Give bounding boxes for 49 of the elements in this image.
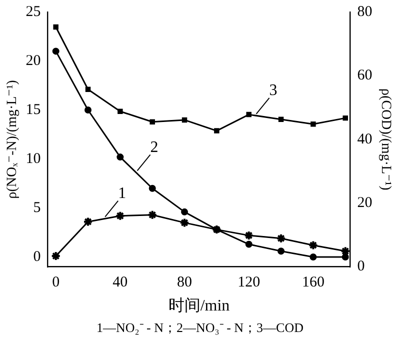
- point: [342, 115, 348, 121]
- annotation: 3: [269, 82, 278, 100]
- point: [308, 240, 318, 250]
- y2-tick-label: 0: [357, 258, 365, 275]
- point: [182, 117, 188, 123]
- y2-tick-label: 40: [357, 131, 372, 148]
- point: [116, 154, 124, 161]
- point: [245, 240, 252, 248]
- text: 1—NO₂⁻ - N；2—NO₃⁻ - N；3—COD: [96, 319, 304, 337]
- y-tick-label: 25: [26, 4, 41, 20]
- point: [118, 108, 123, 114]
- point: [310, 254, 317, 260]
- y2-tick-label: 20: [357, 195, 372, 212]
- point: [214, 128, 220, 134]
- point: [84, 106, 92, 114]
- point: [246, 112, 252, 118]
- point: [53, 24, 58, 30]
- y-tick-label: 0: [33, 248, 41, 265]
- y-tick-label: 20: [26, 52, 41, 69]
- y-tick-label: 15: [26, 102, 41, 118]
- point: [181, 208, 188, 216]
- x-axis-title: 时间/min: [168, 296, 230, 315]
- point: [310, 121, 316, 127]
- x-tick-label: 0: [52, 274, 60, 291]
- point: [276, 233, 286, 244]
- point: [85, 86, 91, 92]
- point: [148, 184, 156, 192]
- y2-tick-label: 80: [357, 4, 372, 20]
- point: [278, 116, 284, 122]
- x-tick-label: 40: [112, 274, 128, 291]
- annotation: 1: [118, 184, 126, 202]
- point: [83, 216, 94, 227]
- y-tick-label: 5: [33, 200, 41, 216]
- y2-tick-label: 60: [357, 68, 372, 84]
- x-tick-label: 80: [177, 274, 192, 291]
- x-tick-label: 160: [302, 274, 324, 291]
- point: [150, 119, 155, 125]
- point: [52, 48, 60, 55]
- annotation: 2: [150, 138, 158, 156]
- x-tick-label: 120: [238, 274, 260, 291]
- y-axis-title: ρ(NOₓ⁻-N)/(mg·L⁻¹): [5, 80, 20, 199]
- y2-axis-title: ρ(COD)/(mg·L⁻¹): [378, 88, 393, 191]
- y-tick-label: 10: [26, 150, 41, 167]
- point: [147, 210, 158, 220]
- point: [342, 254, 349, 260]
- point: [244, 230, 254, 240]
- point: [180, 218, 190, 228]
- point: [278, 248, 285, 255]
- point: [115, 210, 126, 221]
